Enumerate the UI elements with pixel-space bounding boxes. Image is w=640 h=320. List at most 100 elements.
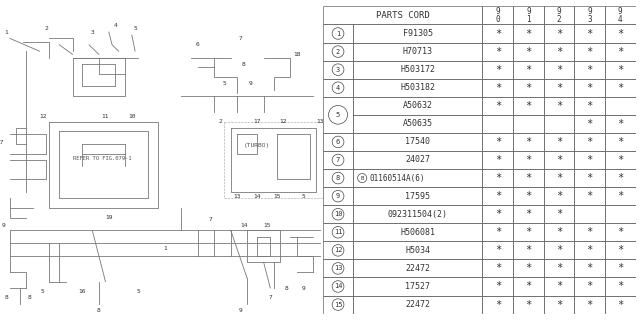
Text: *: * [586,191,593,201]
Bar [544,24,574,43]
Bar [544,115,574,133]
Bar [353,115,483,133]
Bar [483,97,513,115]
Bar [544,260,574,277]
Bar [483,60,513,79]
Text: *: * [525,227,531,237]
Text: 3: 3 [90,29,94,35]
Text: *: * [495,300,501,309]
Bar [544,205,574,223]
Bar [544,60,574,79]
Bar [353,277,483,296]
Bar [323,43,353,60]
Text: *: * [525,137,531,147]
Text: *: * [495,282,501,292]
Text: 17: 17 [253,119,261,124]
Bar [513,187,544,205]
Text: *: * [495,191,501,201]
Text: 7: 7 [239,36,243,41]
Text: 19: 19 [105,215,113,220]
Text: *: * [556,263,562,273]
Text: 9
2: 9 2 [557,7,561,24]
Text: *: * [617,245,623,255]
Bar [323,79,353,97]
Text: 22472: 22472 [405,300,430,309]
Text: *: * [586,65,593,75]
Text: 9: 9 [248,81,252,86]
Bar [605,223,636,241]
Text: A50632: A50632 [403,101,433,110]
Text: 17540: 17540 [405,137,430,147]
Bar [483,6,513,24]
Bar [513,296,544,314]
Bar [574,115,605,133]
Text: *: * [617,83,623,93]
Text: A50635: A50635 [403,119,433,128]
Text: 1: 1 [336,30,340,36]
Bar [544,187,574,205]
Text: *: * [525,83,531,93]
Bar [513,115,544,133]
Text: 10: 10 [128,114,136,119]
Bar [544,151,574,169]
Text: *: * [495,137,501,147]
Bar [323,205,353,223]
Bar [353,43,483,60]
Bar [483,79,513,97]
Bar [574,223,605,241]
Text: *: * [556,83,562,93]
Text: *: * [617,300,623,309]
Text: 5: 5 [136,289,140,294]
Text: *: * [617,155,623,165]
Bar [574,6,605,24]
Text: 12: 12 [39,114,47,119]
Bar [605,6,636,24]
Bar [323,296,353,314]
Text: PARTS CORD: PARTS CORD [376,11,429,20]
Text: 4: 4 [113,23,117,28]
Text: *: * [586,245,593,255]
Bar [574,43,605,60]
Bar [544,241,574,260]
Text: *: * [586,282,593,292]
Text: *: * [617,47,623,57]
Text: *: * [495,65,501,75]
Bar [483,205,513,223]
Text: B: B [360,176,364,180]
Bar [513,97,544,115]
Bar [574,133,605,151]
Bar [513,151,544,169]
Bar [574,277,605,296]
Text: *: * [586,28,593,38]
Text: *: * [495,83,501,93]
Text: 14: 14 [334,284,342,290]
Text: *: * [586,137,593,147]
Text: *: * [495,227,501,237]
Text: 2: 2 [219,119,223,124]
Text: *: * [525,191,531,201]
Bar [605,115,636,133]
Bar [483,223,513,241]
Bar [483,241,513,260]
Text: *: * [525,282,531,292]
Text: *: * [525,300,531,309]
Text: 14: 14 [253,194,261,199]
Text: *: * [586,47,593,57]
Bar [605,169,636,187]
Bar [544,97,574,115]
Text: 9
4: 9 4 [618,7,623,24]
Text: *: * [556,28,562,38]
Text: 5: 5 [133,26,137,31]
Text: 5: 5 [222,81,226,86]
Bar [544,223,574,241]
Bar [353,79,483,97]
Text: *: * [556,209,562,219]
Bar [323,260,353,277]
Bar [605,187,636,205]
Text: *: * [556,47,562,57]
Bar [605,24,636,43]
Bar [513,24,544,43]
Bar [574,187,605,205]
Text: *: * [617,173,623,183]
Bar [353,169,483,187]
